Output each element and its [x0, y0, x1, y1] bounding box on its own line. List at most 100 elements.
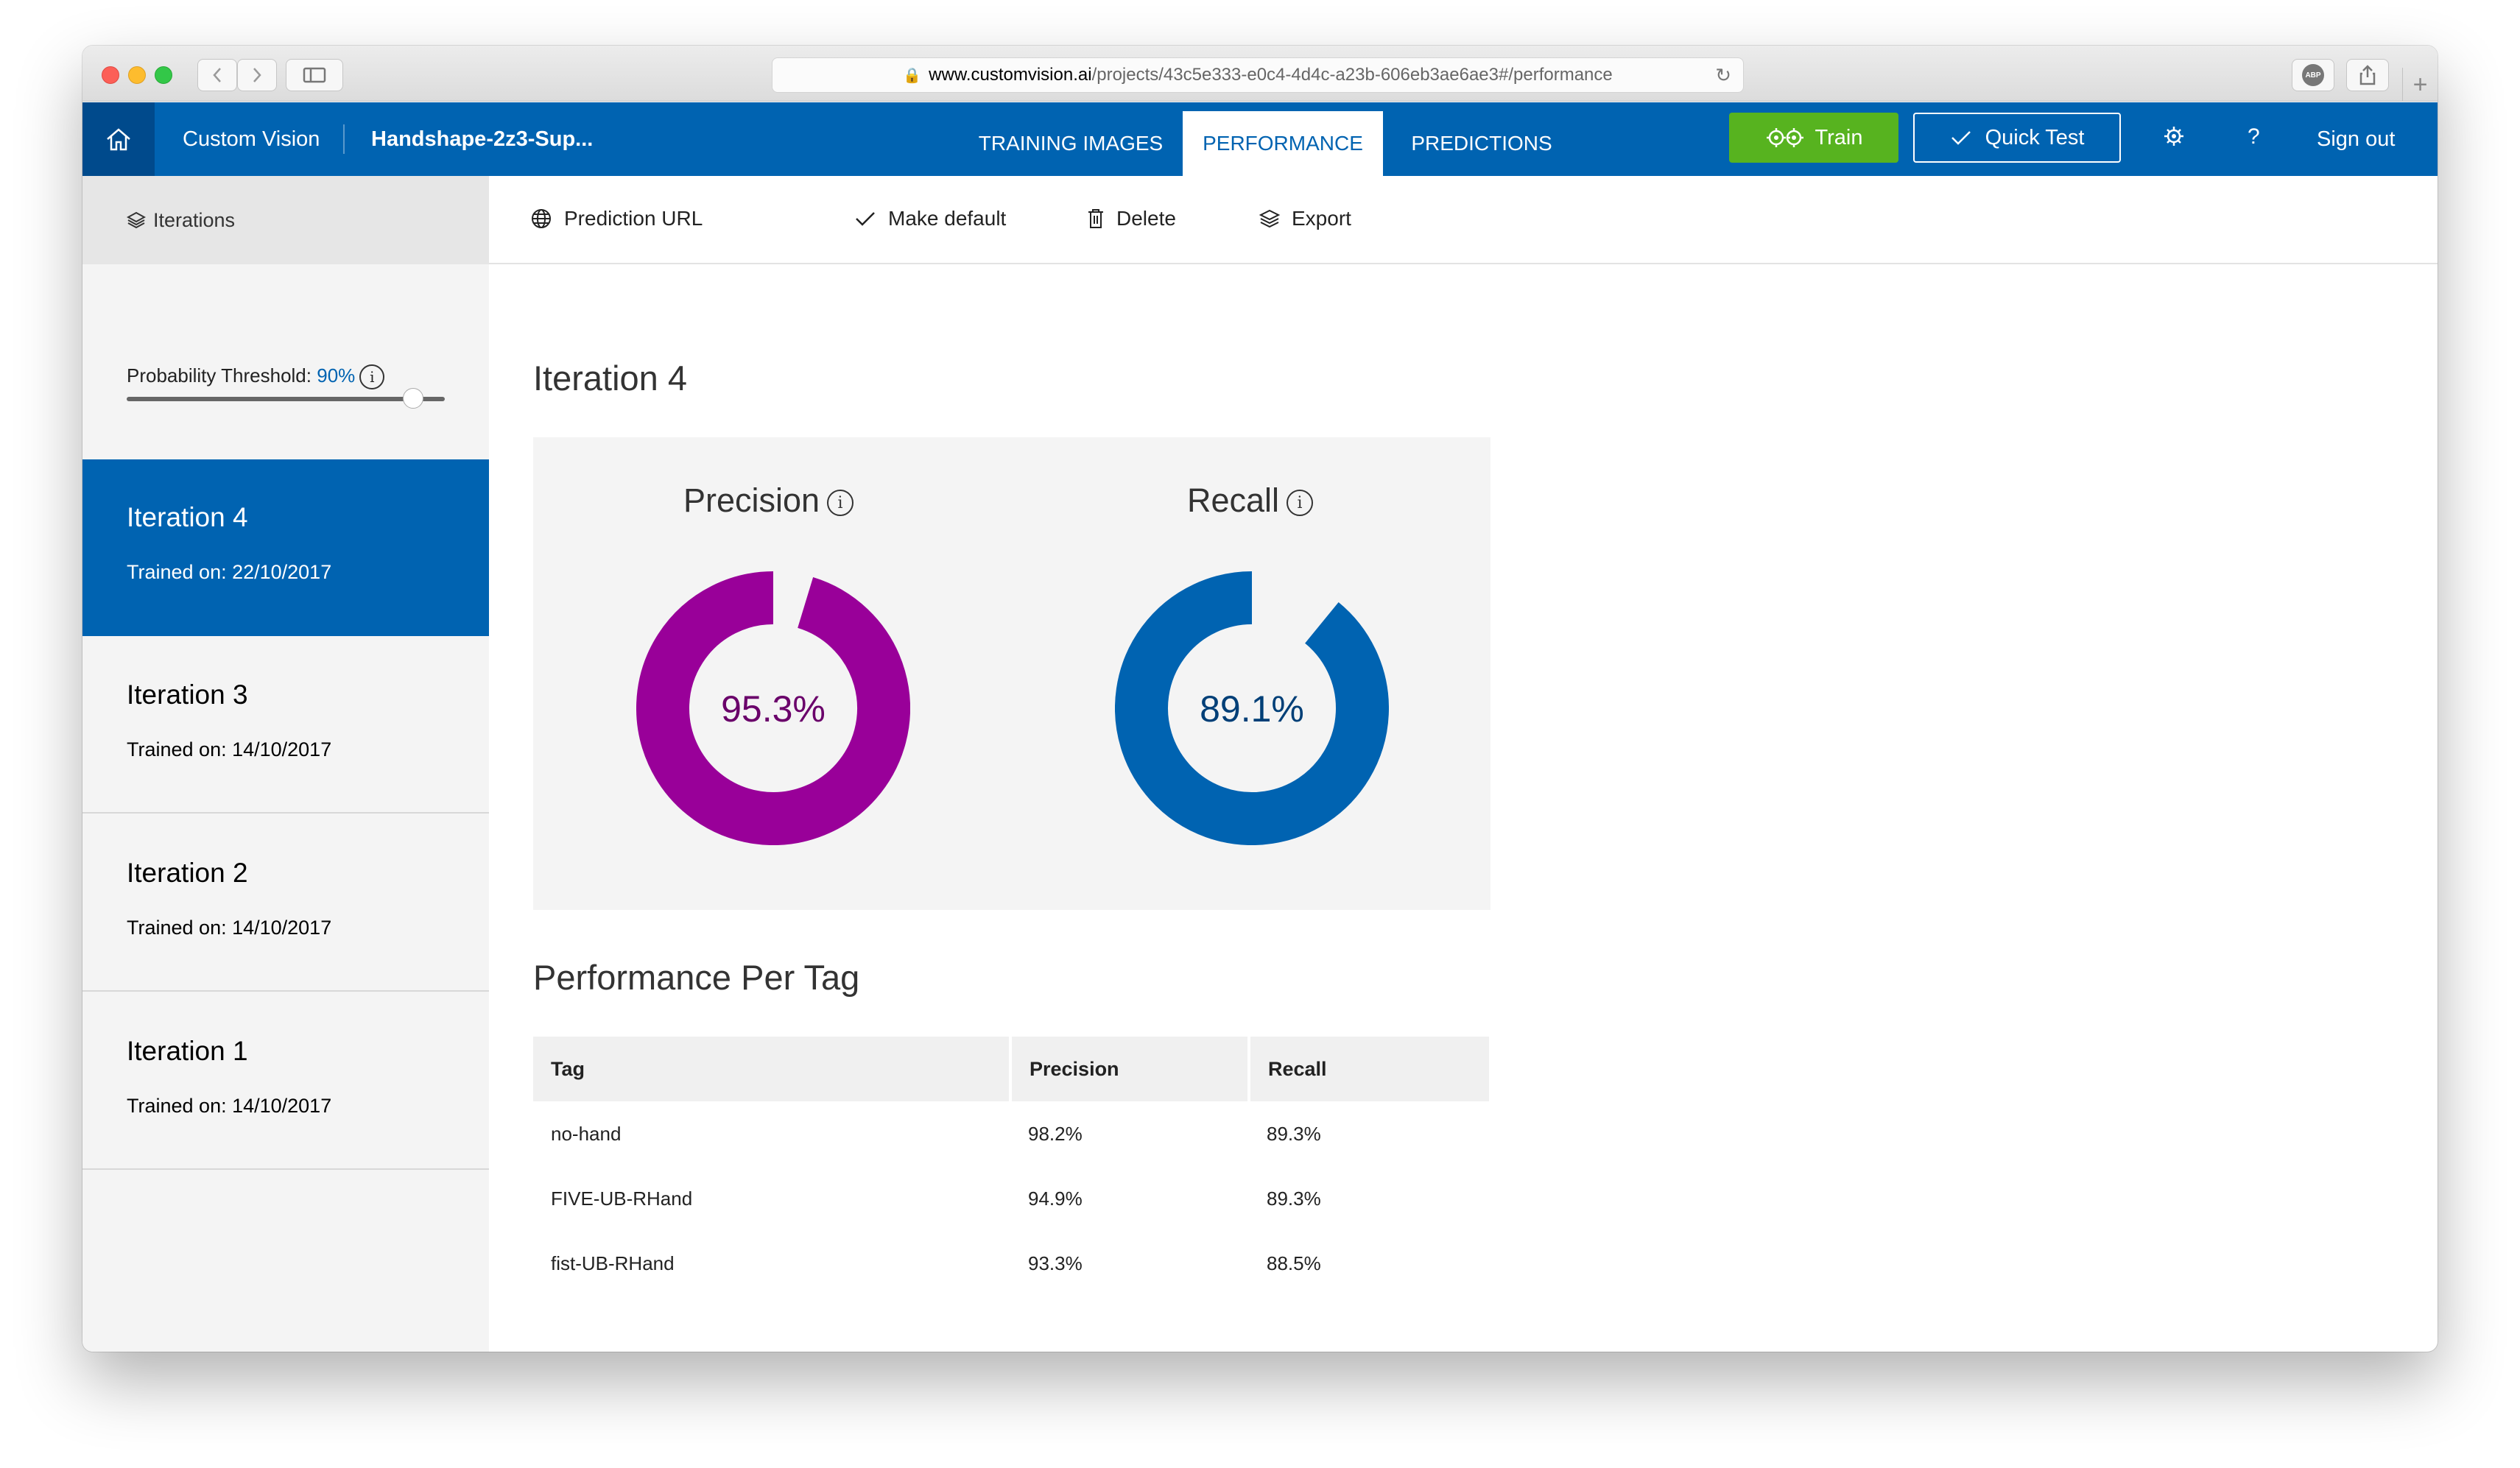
precision-heading: Precision i [683, 481, 854, 520]
probability-threshold: Probability Threshold: 90% i [127, 364, 385, 390]
share-button[interactable] [2346, 59, 2389, 91]
checkmark-icon [856, 212, 875, 226]
sidebar-icon [303, 67, 326, 83]
threshold-info-icon[interactable]: i [359, 364, 385, 390]
browser-window: 🔒 www.customvision.ai /projects/43c5e333… [82, 46, 2438, 1352]
reload-icon[interactable]: ↻ [1715, 64, 1731, 86]
iteration-item[interactable]: Iteration 2 Trained on: 14/10/2017 [82, 815, 489, 992]
precision-info-icon[interactable]: i [827, 490, 854, 517]
precision-cell: 94.9% [1028, 1187, 1083, 1210]
recall-cell: 88.5% [1267, 1252, 1321, 1274]
threshold-value: 90% [317, 364, 356, 387]
zoom-window-button[interactable] [155, 66, 172, 84]
table-row: FIVE-UB-RHand 94.9% 89.3% [533, 1166, 1489, 1231]
settings-icon[interactable] [2162, 124, 2186, 154]
globe-icon [532, 209, 551, 228]
tag-cell: FIVE-UB-RHand [551, 1187, 693, 1210]
export-button[interactable]: Export [1259, 207, 1351, 230]
iterations-sidebar: Iterations Probability Threshold: 90% i I… [82, 176, 489, 1352]
tag-cell: no-hand [551, 1122, 622, 1145]
recall-donut [1115, 571, 1389, 845]
quick-test-button[interactable]: Quick Test [1913, 113, 2121, 163]
recall-heading: Recall i [1187, 481, 1314, 520]
threshold-slider-track[interactable] [127, 397, 445, 401]
table-row: fist-UB-RHand 93.3% 88.5% [533, 1231, 1489, 1296]
url-path: /projects/43c5e333-e0c4-4d4c-a23b-606eb3… [1091, 65, 1613, 85]
table-row: no-hand 98.2% 89.3% [533, 1101, 1489, 1166]
metrics-panel: Precision i 95.3% Recall i 89.1% [533, 437, 1490, 910]
iteration-item[interactable]: Iteration 4 Trained on: 22/10/2017 [82, 459, 489, 636]
iteration-name: Iteration 1 [127, 1036, 248, 1066]
recall-cell: 89.3% [1267, 1187, 1321, 1210]
tab-predictions[interactable]: PREDICTIONS [1411, 132, 1552, 155]
precision-cell: 98.2% [1028, 1122, 1083, 1145]
back-button[interactable] [197, 59, 237, 91]
tab-training-images[interactable]: TRAINING IMAGES [978, 132, 1164, 155]
delete-button[interactable]: Delete [1087, 207, 1176, 230]
help-icon[interactable]: ? [2248, 124, 2260, 149]
sidebar-toggle-button[interactable] [286, 59, 343, 91]
recall-value: 89.1% [1200, 688, 1304, 730]
quick-test-label: Quick Test [1985, 125, 2085, 149]
trash-icon [1088, 209, 1103, 228]
lock-icon: 🔒 [903, 67, 922, 84]
per-tag-title: Performance Per Tag [533, 958, 860, 997]
recall-info-icon[interactable]: i [1287, 490, 1314, 517]
iteration-date: Trained on: 14/10/2017 [127, 917, 332, 939]
delete-label: Delete [1116, 207, 1176, 230]
iteration-item[interactable]: Iteration 3 Trained on: 14/10/2017 [82, 637, 489, 814]
iteration-date: Trained on: 14/10/2017 [127, 1095, 332, 1117]
gears-icon [1766, 128, 1803, 147]
threshold-slider-thumb[interactable] [402, 388, 423, 409]
iteration-date: Trained on: 22/10/2017 [127, 561, 332, 583]
chevron-left-icon [213, 68, 221, 82]
browser-titlebar: 🔒 www.customvision.ai /projects/43c5e333… [82, 46, 2438, 102]
threshold-label: Probability Threshold: [127, 364, 312, 387]
recall-arc [1115, 571, 1389, 845]
tag-cell: fist-UB-RHand [551, 1252, 675, 1274]
table-header-row: Tag Precision Recall [533, 1037, 1489, 1101]
iteration-name: Iteration 2 [127, 858, 248, 888]
adblock-icon: ABP [2302, 64, 2324, 86]
precision-arc [636, 571, 910, 845]
iteration-item[interactable]: Iteration 1 Trained on: 14/10/2017 [82, 993, 489, 1170]
close-window-button[interactable] [102, 66, 119, 84]
recall-column-header[interactable]: Recall [1249, 1037, 1489, 1101]
iteration-name: Iteration 4 [127, 502, 248, 532]
per-tag-table: Tag Precision Recall no-hand 98.2% 89.3%… [533, 1037, 1489, 1296]
tag-column-header[interactable]: Tag [533, 1037, 1012, 1101]
header-divider [343, 124, 345, 154]
tab-performance[interactable]: PERFORMANCE [1183, 111, 1383, 176]
url-host: www.customvision.ai [929, 65, 1092, 85]
adblock-button[interactable]: ABP [2292, 59, 2334, 91]
precision-cell: 93.3% [1028, 1252, 1083, 1274]
train-button[interactable]: Train [1729, 113, 1898, 163]
checkmark-icon [1951, 131, 1971, 145]
precision-donut [636, 571, 910, 845]
recall-cell: 89.3% [1267, 1122, 1321, 1145]
prediction-url-button[interactable]: Prediction URL [530, 207, 703, 230]
iterations-title: Iterations [153, 208, 236, 231]
iterations-header: Iterations [82, 176, 489, 264]
address-bar[interactable]: 🔒 www.customvision.ai /projects/43c5e333… [772, 57, 1744, 93]
layers-icon [1259, 209, 1280, 228]
sign-out-link[interactable]: Sign out [2317, 127, 2396, 151]
forward-button[interactable] [237, 59, 277, 91]
layers-icon [127, 211, 146, 229]
precision-value: 95.3% [721, 688, 826, 730]
new-tab-button[interactable]: + [2402, 68, 2438, 102]
prediction-url-label: Prediction URL [564, 207, 703, 230]
precision-label: Precision [683, 481, 820, 519]
export-label: Export [1292, 207, 1351, 230]
iteration-name: Iteration 3 [127, 680, 248, 710]
brand-name[interactable]: Custom Vision [183, 127, 320, 151]
make-default-button[interactable]: Make default [854, 207, 1006, 230]
project-name[interactable]: Handshape-2z3-Sup... [371, 127, 594, 151]
train-label: Train [1815, 125, 1863, 149]
home-button[interactable] [82, 102, 155, 176]
recall-label: Recall [1187, 481, 1280, 519]
precision-column-header[interactable]: Precision [1010, 1037, 1250, 1101]
minimize-window-button[interactable] [128, 66, 146, 84]
home-icon [107, 128, 130, 151]
make-default-label: Make default [888, 207, 1007, 230]
